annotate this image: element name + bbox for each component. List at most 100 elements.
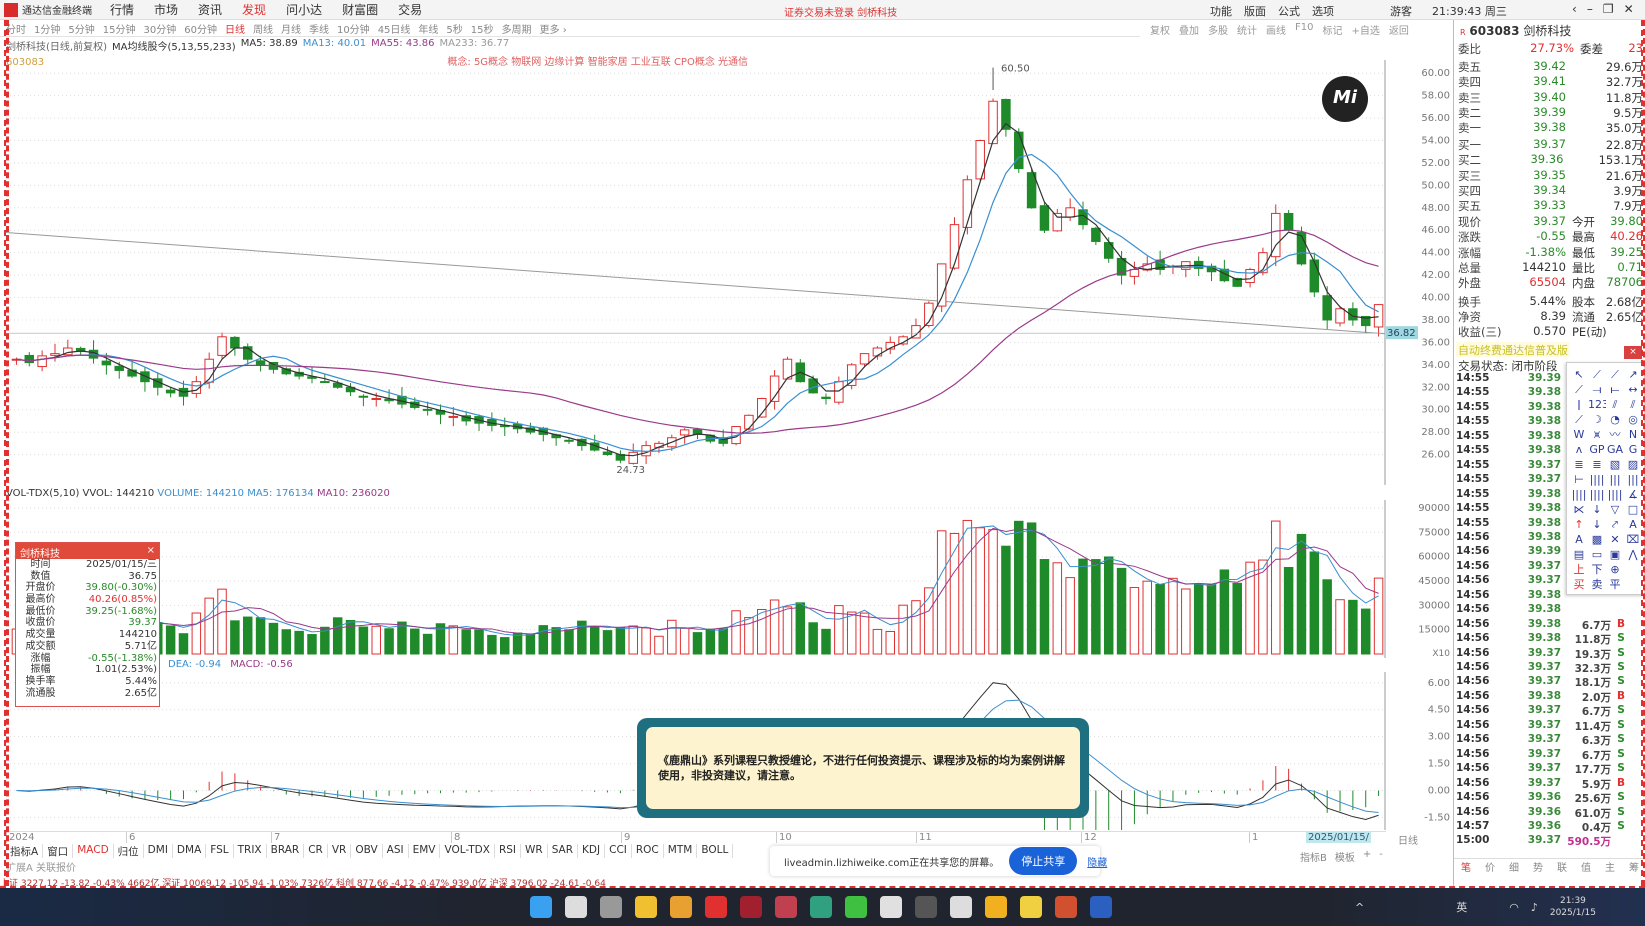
camera-icon[interactable]: [950, 896, 972, 918]
chart-tool-button[interactable]: +自选: [1351, 26, 1380, 37]
right-menu-0[interactable]: 功能: [1210, 5, 1232, 18]
menu-4[interactable]: 问小达: [286, 3, 323, 17]
candle[interactable]: [1335, 308, 1345, 324]
candle[interactable]: [1348, 308, 1358, 321]
drawing-tool-icon[interactable]: ◔: [1610, 413, 1620, 426]
drawing-tool-icon[interactable]: □: [1627, 503, 1639, 516]
right-menu-3[interactable]: 选项: [1312, 5, 1334, 18]
drawing-tool-icon[interactable]: 下: [1591, 563, 1603, 576]
candle[interactable]: [320, 381, 330, 384]
quote-tab[interactable]: 主: [1605, 863, 1615, 874]
chart-tool-button[interactable]: 返回: [1388, 26, 1409, 37]
ad-banner[interactable]: 自动终费通达信普及版: [1456, 342, 1570, 357]
drawing-tool-icon[interactable]: ||||: [1589, 473, 1605, 486]
mi-pop-floating-icon[interactable]: Mi: [1322, 76, 1368, 122]
drawing-tool-icon[interactable]: ⤤: [1611, 518, 1619, 531]
volume-bar[interactable]: [242, 616, 253, 655]
stat-row[interactable]: 换手 5.44% 股本 2.68亿: [1458, 294, 1643, 309]
candle[interactable]: [1360, 315, 1371, 327]
chart-tool-button[interactable]: 统计: [1237, 26, 1257, 37]
volume-bar[interactable]: [679, 627, 690, 655]
volume-chart[interactable]: 90000 75000 60000 45000 30000 15000 X10: [0, 500, 1453, 658]
indicator-tab[interactable]: DMA: [173, 844, 207, 858]
candle[interactable]: [422, 408, 433, 411]
volume-bar[interactable]: [1142, 580, 1153, 655]
indicator-tab[interactable]: EMV: [409, 844, 441, 858]
tray-clock[interactable]: 21:39 2025/1/15: [1550, 895, 1596, 919]
drawing-tool-icon[interactable]: ▣: [1609, 548, 1621, 561]
chrome-icon[interactable]: [670, 896, 692, 918]
volume-bar[interactable]: [1001, 545, 1011, 655]
volume-bar[interactable]: [410, 628, 420, 655]
close-button[interactable]: ✕: [1623, 2, 1634, 16]
candle[interactable]: [1309, 259, 1320, 293]
quote-tab[interactable]: 筹: [1629, 863, 1639, 874]
stat-row[interactable]: 涨幅 -1.38% 最低 39.25: [1458, 245, 1643, 260]
bid-row[interactable]: 买二 39.36 153.1万: [1458, 152, 1643, 167]
app-green-icon[interactable]: [810, 896, 832, 918]
volume-bar[interactable]: [885, 630, 895, 655]
volume-bar[interactable]: [936, 530, 947, 655]
chart-tool-button[interactable]: F10: [1295, 22, 1314, 33]
bid-row[interactable]: 买四 39.34 3.9万: [1458, 183, 1643, 198]
candle[interactable]: [101, 360, 112, 366]
volume-bar[interactable]: [1026, 522, 1037, 655]
chart-option-button[interactable]: +: [1362, 849, 1372, 860]
volume-bar[interactable]: [384, 628, 394, 655]
volume-bar[interactable]: [1039, 559, 1050, 655]
candle[interactable]: [1014, 131, 1024, 170]
period-tab[interactable]: 15分钟: [102, 24, 136, 36]
drawing-tool-icon[interactable]: ⫽: [1612, 398, 1618, 411]
task-view-icon[interactable]: [600, 896, 622, 918]
volume-bar[interactable]: [178, 633, 189, 655]
volume-bar[interactable]: [1373, 577, 1384, 655]
volume-bar[interactable]: [332, 617, 343, 655]
ask-row[interactable]: 卖一 39.38 35.0万: [1458, 120, 1643, 135]
volume-bar[interactable]: [808, 622, 818, 655]
candle[interactable]: [242, 346, 253, 360]
wifi-icon[interactable]: ◠: [1509, 900, 1519, 914]
menu-3[interactable]: 发现: [242, 3, 267, 17]
volume-bar[interactable]: [589, 626, 600, 655]
period-tab[interactable]: 15秒: [470, 24, 494, 36]
volume-bar[interactable]: [1014, 520, 1024, 655]
menu-6[interactable]: 交易: [398, 3, 423, 17]
volume-bar[interactable]: [230, 620, 240, 655]
volume-bar[interactable]: [846, 611, 857, 655]
volume-bar[interactable]: [898, 604, 908, 655]
candle[interactable]: [564, 439, 574, 442]
volume-bar[interactable]: [1193, 583, 1204, 655]
volume-bar[interactable]: [705, 628, 716, 655]
candle[interactable]: [191, 381, 202, 394]
period-tab[interactable]: 45日线: [377, 24, 411, 36]
concept-items[interactable]: 5G概念 物联网 边缘计算 智能家居 工业互联 CPO概念 光通信: [473, 57, 749, 68]
volume-bar[interactable]: [474, 629, 484, 655]
candle[interactable]: [1039, 205, 1050, 231]
tray-expand-icon[interactable]: ^: [1355, 900, 1365, 914]
candle[interactable]: [1232, 277, 1242, 287]
volume-bar[interactable]: [731, 610, 741, 655]
stat-row[interactable]: 总量 144210 量比 0.71: [1458, 260, 1643, 275]
drawing-tool-icon[interactable]: ⟞: [1592, 383, 1602, 396]
volume-bar[interactable]: [1168, 577, 1178, 655]
stat-row[interactable]: 收益(三) 0.570 PE(动): [1458, 324, 1643, 339]
stat-row[interactable]: 外盘 65504 内盘 78706: [1458, 275, 1643, 290]
tdx-icon[interactable]: [705, 896, 727, 918]
volume-bar[interactable]: [628, 625, 638, 655]
volume-bar[interactable]: [795, 602, 806, 655]
candle[interactable]: [962, 179, 973, 228]
volume-bar[interactable]: [667, 619, 677, 655]
volume-bar[interactable]: [268, 622, 279, 655]
right-menu-1[interactable]: 版面: [1244, 5, 1266, 18]
candle[interactable]: [384, 398, 394, 402]
quote-tab[interactable]: 联: [1557, 863, 1567, 874]
candle[interactable]: [1283, 213, 1294, 231]
chart-tool-button[interactable]: 画线: [1266, 26, 1286, 37]
volume-bar[interactable]: [307, 634, 317, 655]
candle[interactable]: [744, 414, 754, 430]
drawing-tool-icon[interactable]: ⟝: [1610, 383, 1620, 396]
close-icon[interactable]: ×: [146, 545, 155, 556]
volume-bar[interactable]: [551, 627, 561, 655]
volume-bar[interactable]: [641, 627, 651, 655]
drawing-tool-icon[interactable]: G: [1628, 443, 1638, 456]
